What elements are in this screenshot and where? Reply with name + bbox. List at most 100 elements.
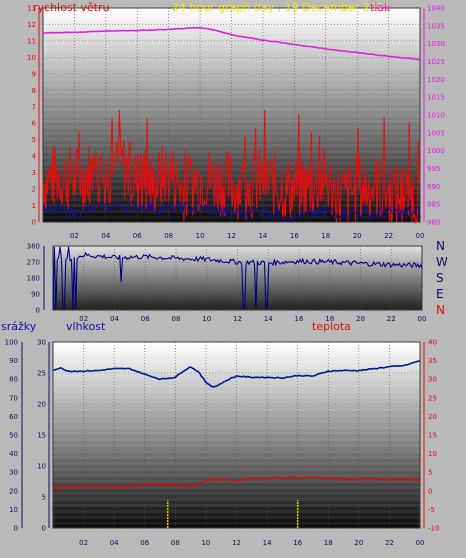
direction-tick: 90 xyxy=(31,291,40,299)
x-tick-label: 20 xyxy=(354,539,363,547)
x-tick-label: 02 xyxy=(79,539,88,547)
rain-tick: 100 xyxy=(5,339,18,347)
pressure-tick: 1015 xyxy=(427,94,445,102)
x-tick-label: 00 xyxy=(418,315,427,323)
pressure-tick: 990 xyxy=(427,183,440,191)
x-tick-label: 16 xyxy=(293,539,302,547)
x-tick-label: 22 xyxy=(384,232,393,240)
humidity-series xyxy=(52,359,421,388)
x-tick-label: 02 xyxy=(79,315,88,323)
pressure-axis-label: tlak xyxy=(370,1,391,14)
pressure-tick: 1000 xyxy=(427,147,445,155)
x-tick-label: 14 xyxy=(258,232,267,240)
wind-speed-tick: 4 xyxy=(32,153,37,161)
x-tick-label: 10 xyxy=(196,232,205,240)
pressure-tick: 1020 xyxy=(427,76,445,84)
direction-tick: 180 xyxy=(27,275,40,283)
rain-tick: 20 xyxy=(9,487,18,495)
compass-w: W xyxy=(436,255,448,269)
x-tick-label: 18 xyxy=(324,539,333,547)
temperature-tick: 25 xyxy=(428,394,437,402)
wind-speed-tick: 2 xyxy=(32,186,36,194)
pressure-tick: 1010 xyxy=(427,112,445,120)
x-tick-label: 04 xyxy=(110,315,119,323)
humidity-tick: 10 xyxy=(37,463,46,471)
wind-speed-tick: 9 xyxy=(32,70,36,78)
temperature-tick: 10 xyxy=(428,450,437,458)
x-tick-label: 08 xyxy=(172,315,181,323)
compass-n-bottom: N xyxy=(436,303,445,317)
humidity-axis-label: vlhkost xyxy=(66,320,106,333)
x-tick-label: 10 xyxy=(201,539,210,547)
pressure-tick: 1025 xyxy=(427,58,445,66)
wind-speed-tick: 7 xyxy=(32,103,36,111)
rain-tick: 10 xyxy=(9,506,18,514)
x-tick-label: 16 xyxy=(295,315,304,323)
temperature-tick: 40 xyxy=(428,339,437,347)
wind-speed-tick: 5 xyxy=(32,136,36,144)
x-tick-label: 14 xyxy=(264,315,273,323)
x-tick-label: 20 xyxy=(353,232,362,240)
rain-tick: 70 xyxy=(9,394,18,402)
temperature-tick: 15 xyxy=(428,432,437,440)
x-tick-label: 04 xyxy=(101,232,110,240)
x-tick-label: 12 xyxy=(227,232,236,240)
humidity-tick: 20 xyxy=(37,401,46,409)
direction-tick: 270 xyxy=(27,259,40,267)
x-tick-label: 00 xyxy=(416,232,425,240)
wind-speed-series xyxy=(42,110,421,225)
x-tick-label: 12 xyxy=(233,315,242,323)
rain-tick: 0 xyxy=(14,525,18,533)
pressure-series xyxy=(42,26,421,61)
compass-n-top: N xyxy=(436,239,445,253)
rain-tick: 30 xyxy=(9,469,18,477)
x-tick-label: 18 xyxy=(321,232,330,240)
humidity-tick: 30 xyxy=(37,339,46,347)
humidity-tick: 15 xyxy=(37,432,46,440)
humidity-tick: 0 xyxy=(42,525,46,533)
rain-tick: 90 xyxy=(9,357,18,365)
pressure-tick: 1035 xyxy=(427,22,445,30)
pressure-tick: 1030 xyxy=(427,40,445,48)
temperature-tick: -10 xyxy=(428,525,439,533)
pressure-tick: 1005 xyxy=(427,129,445,137)
compass-s: S xyxy=(436,271,444,285)
humidity-tick: 25 xyxy=(37,370,46,378)
temperature-tick: 20 xyxy=(428,413,437,421)
direction-tick: 0 xyxy=(36,307,40,315)
temperature-series xyxy=(52,476,420,489)
wind-speed-tick: 10 xyxy=(27,54,36,62)
wind-direction-series xyxy=(52,246,423,310)
x-tick-label: 20 xyxy=(356,315,365,323)
x-tick-label: 02 xyxy=(70,232,79,240)
rain-tick: 40 xyxy=(9,450,18,458)
x-tick-label: 04 xyxy=(110,539,119,547)
temperature-tick: 35 xyxy=(428,357,437,365)
x-tick-label: 06 xyxy=(133,232,142,240)
pressure-tick: 1040 xyxy=(427,5,445,13)
wind-speed-tick: 3 xyxy=(32,169,36,177)
direction-tick: 360 xyxy=(27,243,40,251)
x-tick-label: 08 xyxy=(164,232,173,240)
wind-speed-tick: 1 xyxy=(32,202,36,210)
temperature-tick: 0 xyxy=(428,487,432,495)
pressure-tick: 985 xyxy=(427,201,440,209)
rain-axis-label: srážky xyxy=(1,320,37,333)
x-tick-label: 08 xyxy=(171,539,180,547)
x-tick-label: 14 xyxy=(263,539,272,547)
pressure-tick: 995 xyxy=(427,165,440,173)
temperature-tick: 30 xyxy=(428,376,437,384)
x-tick-label: 22 xyxy=(385,539,394,547)
x-tick-label: 00 xyxy=(416,539,425,547)
pressure-tick: 980 xyxy=(427,219,440,227)
x-tick-label: 06 xyxy=(140,539,149,547)
x-tick-label: 22 xyxy=(387,315,396,323)
x-tick-label: 12 xyxy=(232,539,241,547)
temperature-tick: 5 xyxy=(428,469,432,477)
compass-e: E xyxy=(436,287,444,301)
wind-speed-tick: 0 xyxy=(32,219,36,227)
wind-speed-tick: 13 xyxy=(27,5,36,13)
x-tick-label: 18 xyxy=(325,315,334,323)
